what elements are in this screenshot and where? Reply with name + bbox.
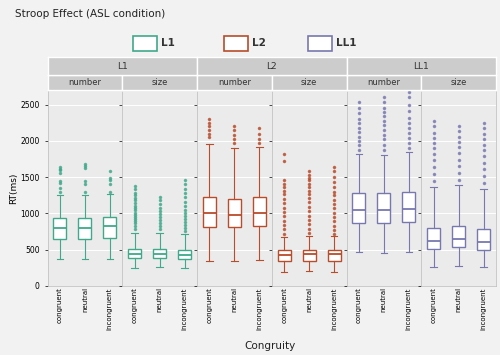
PathPatch shape <box>477 229 490 250</box>
PathPatch shape <box>278 250 290 261</box>
PathPatch shape <box>427 228 440 249</box>
PathPatch shape <box>253 197 266 226</box>
PathPatch shape <box>178 250 191 259</box>
Text: size: size <box>301 78 318 87</box>
FancyBboxPatch shape <box>133 36 157 51</box>
FancyBboxPatch shape <box>224 36 248 51</box>
PathPatch shape <box>128 249 141 258</box>
PathPatch shape <box>402 192 415 222</box>
PathPatch shape <box>328 250 340 261</box>
PathPatch shape <box>452 226 465 247</box>
Text: L1: L1 <box>117 61 128 71</box>
PathPatch shape <box>352 193 366 223</box>
PathPatch shape <box>104 217 117 238</box>
Text: size: size <box>152 78 168 87</box>
Text: number: number <box>68 78 102 87</box>
Text: size: size <box>450 78 467 87</box>
Text: L2: L2 <box>266 61 277 71</box>
PathPatch shape <box>54 218 66 239</box>
PathPatch shape <box>78 218 92 239</box>
Text: Congruity: Congruity <box>244 342 296 351</box>
Text: LL1: LL1 <box>414 61 429 71</box>
Y-axis label: RT(ms): RT(ms) <box>8 172 18 204</box>
Text: number: number <box>368 78 400 87</box>
PathPatch shape <box>153 249 166 257</box>
PathPatch shape <box>378 193 390 223</box>
Text: L1: L1 <box>161 38 174 49</box>
Text: number: number <box>218 78 251 87</box>
Text: Stroop Effect (ASL condition): Stroop Effect (ASL condition) <box>15 9 165 19</box>
PathPatch shape <box>203 197 216 227</box>
Text: L2: L2 <box>252 38 266 49</box>
PathPatch shape <box>302 250 316 261</box>
Text: LL1: LL1 <box>336 38 356 49</box>
FancyBboxPatch shape <box>308 36 332 51</box>
PathPatch shape <box>228 199 241 227</box>
